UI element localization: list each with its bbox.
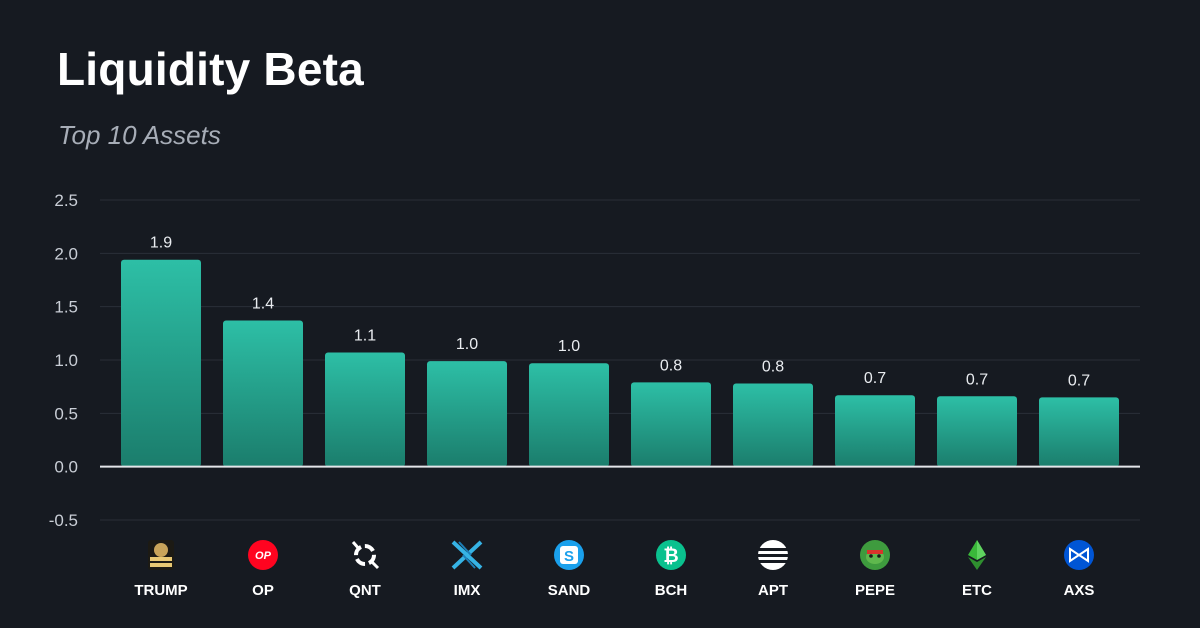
icon-x-inner xyxy=(458,541,476,569)
grid-lines xyxy=(100,199,1140,521)
icon-bowtie xyxy=(1069,547,1089,563)
icon-square xyxy=(560,546,578,564)
bar-axs xyxy=(1039,397,1119,467)
y-tick-label: 2.5 xyxy=(54,191,78,210)
op-icon: OP xyxy=(248,540,278,570)
icon-circle xyxy=(656,540,686,570)
data-label-pepe: 0.7 xyxy=(864,370,886,387)
x-tick-label-apt: APT xyxy=(758,582,788,599)
icon-stroke xyxy=(351,541,362,551)
apt-icon xyxy=(758,540,788,570)
data-label-trump: 1.9 xyxy=(150,235,172,252)
icon-band xyxy=(150,563,172,567)
y-tick-label: 0.0 xyxy=(54,458,78,477)
icon-stroke xyxy=(368,558,380,570)
data-label-bch: 0.8 xyxy=(660,357,682,374)
data-label-op: 1.4 xyxy=(252,296,274,313)
y-tick-label: 0.5 xyxy=(54,404,78,423)
y-axis-ticks: -0.5 0.0 0.5 1.0 1.5 2.0 2.5 xyxy=(49,191,78,530)
data-label-imx: 1.0 xyxy=(456,336,478,353)
x-tick-label-trump: TRUMP xyxy=(134,582,187,599)
icon-eye xyxy=(877,554,881,558)
bar-pepe xyxy=(835,395,915,467)
bch-icon: ₿ xyxy=(656,540,686,570)
icon-band xyxy=(150,557,172,561)
y-tick-label: -0.5 xyxy=(49,511,78,530)
bar-sand xyxy=(529,363,609,467)
x-tick-label-pepe: PEPE xyxy=(855,582,895,599)
imx-icon xyxy=(451,540,483,570)
data-label-etc: 0.7 xyxy=(966,371,988,388)
category-icons: OP S ₿ xyxy=(148,540,1094,570)
pepe-icon xyxy=(860,540,890,570)
y-tick-label: 1.5 xyxy=(54,298,78,317)
x-tick-label-axs: AXS xyxy=(1064,582,1095,599)
icon-x xyxy=(451,540,483,570)
x-tick-label-etc: ETC xyxy=(962,582,992,599)
data-label-sand: 1.0 xyxy=(558,338,580,355)
chart-subtitle: Top 10 Assets xyxy=(58,120,221,150)
qnt-icon xyxy=(351,541,380,570)
data-label-qnt: 1.1 xyxy=(354,328,376,345)
y-tick-label: 1.0 xyxy=(54,351,78,370)
icon-ring xyxy=(354,544,376,566)
icon-diamond-bottom xyxy=(968,557,986,570)
trump-fight-icon xyxy=(148,540,174,570)
bar-qnt xyxy=(325,352,405,467)
icon-head xyxy=(154,543,168,557)
icon-band xyxy=(867,550,883,554)
icon-stripe xyxy=(758,560,788,563)
y-tick-label: 2.0 xyxy=(54,244,78,263)
data-label-axs: 0.7 xyxy=(1068,372,1090,389)
axs-icon xyxy=(1064,540,1094,570)
x-tick-label-qnt: QNT xyxy=(349,582,381,599)
bar-apt xyxy=(733,383,813,467)
icon-text: S xyxy=(564,548,574,565)
bar-imx xyxy=(427,361,507,467)
icon-diamond-shade xyxy=(977,540,986,560)
sand-icon: S xyxy=(554,540,584,570)
bar-op xyxy=(223,320,303,467)
icon-circle xyxy=(248,540,278,570)
bars xyxy=(121,259,1119,467)
x-tick-label-sand: SAND xyxy=(548,582,591,599)
bar-trump xyxy=(121,259,201,467)
x-tick-label-op: OP xyxy=(252,582,274,599)
icon-text: ₿ xyxy=(663,545,678,567)
icon-stripe xyxy=(758,554,788,557)
chart-title: Liquidity Beta xyxy=(57,43,364,95)
x-tick-label-bch: BCH xyxy=(655,582,688,599)
icon-stripe xyxy=(758,548,788,551)
icon-text: OP xyxy=(255,550,272,562)
etc-icon xyxy=(968,540,986,570)
data-label-apt: 0.8 xyxy=(762,358,784,375)
bar-etc xyxy=(937,396,1017,467)
data-labels: 1.9 1.4 1.1 1.0 1.0 0.8 0.8 0.7 0.7 0.7 xyxy=(150,235,1090,390)
bar-bch xyxy=(631,382,711,467)
x-tick-label-imx: IMX xyxy=(454,582,481,599)
icon-eye xyxy=(869,554,873,558)
category-labels: TRUMP OP QNT IMX SAND BCH APT PEPE ETC AXS xyxy=(134,582,1094,599)
